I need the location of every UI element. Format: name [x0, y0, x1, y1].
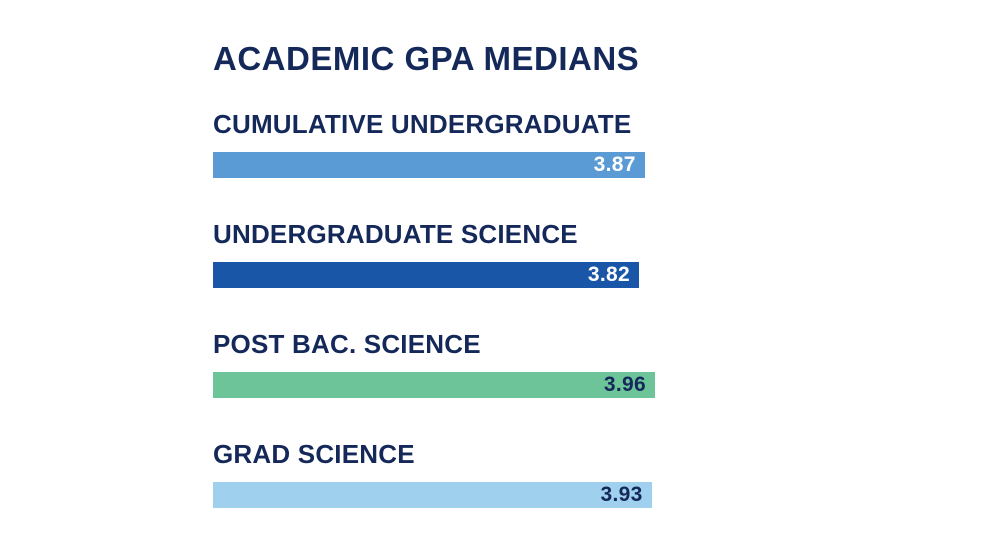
- bar: 3.82: [213, 262, 639, 288]
- bar-value-label: 3.82: [587, 263, 630, 286]
- bar: 3.93: [213, 482, 652, 508]
- bar-value-label: 3.93: [600, 483, 643, 506]
- bar: 3.96: [213, 372, 655, 398]
- category-label: CUMULATIVE UNDERGRADUATE: [213, 109, 632, 139]
- bar: 3.87: [213, 152, 645, 178]
- bar-group-post-bac-science: POST BAC. SCIENCE 3.96: [213, 328, 655, 398]
- bar-value-label: 3.87: [593, 153, 636, 176]
- category-label: GRAD SCIENCE: [213, 439, 415, 469]
- bar-group-cumulative-undergraduate: CUMULATIVE UNDERGRADUATE 3.87: [213, 108, 645, 178]
- category-label: POST BAC. SCIENCE: [213, 329, 481, 359]
- bar-value-label: 3.96: [603, 373, 646, 396]
- category-label: UNDERGRADUATE SCIENCE: [213, 219, 578, 249]
- bar-group-undergraduate-science: UNDERGRADUATE SCIENCE 3.82: [213, 218, 639, 288]
- chart-title: ACADEMIC GPA MEDIANS: [213, 40, 640, 77]
- bar-group-grad-science: GRAD SCIENCE 3.93: [213, 438, 652, 508]
